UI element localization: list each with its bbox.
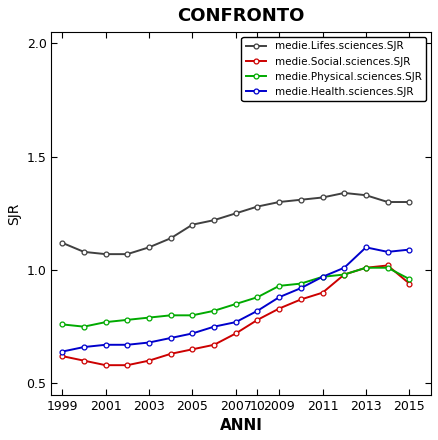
medie.Social.sciences.SJR [168, 351, 173, 356]
medie.Health.sciences.SJR [168, 335, 173, 341]
medie.Health.sciences.SJR [233, 319, 238, 325]
medie.Health.sciences.SJR [60, 349, 65, 354]
medie.Physical.sciences.SJR [298, 281, 304, 286]
medie.Lifes.sciences.SJR [298, 197, 304, 202]
Line: medie.Social.sciences.SJR: medie.Social.sciences.SJR [60, 263, 412, 367]
medie.Social.sciences.SJR [298, 297, 304, 302]
medie.Social.sciences.SJR [60, 353, 65, 359]
Title: CONFRONTO: CONFRONTO [177, 7, 305, 25]
medie.Lifes.sciences.SJR [146, 245, 152, 250]
medie.Social.sciences.SJR [190, 347, 195, 352]
Line: medie.Physical.sciences.SJR: medie.Physical.sciences.SJR [60, 265, 412, 329]
medie.Social.sciences.SJR [125, 363, 130, 368]
medie.Social.sciences.SJR [103, 363, 108, 368]
medie.Physical.sciences.SJR [146, 315, 152, 320]
Legend: medie.Lifes.sciences.SJR, medie.Social.sciences.SJR, medie.Physical.sciences.SJR: medie.Lifes.sciences.SJR, medie.Social.s… [241, 37, 426, 101]
medie.Physical.sciences.SJR [342, 272, 347, 277]
medie.Social.sciences.SJR [385, 263, 390, 268]
medie.Physical.sciences.SJR [168, 313, 173, 318]
Line: medie.Lifes.sciences.SJR: medie.Lifes.sciences.SJR [60, 191, 412, 257]
medie.Lifes.sciences.SJR [103, 252, 108, 257]
medie.Physical.sciences.SJR [385, 265, 390, 270]
medie.Lifes.sciences.SJR [212, 217, 217, 223]
Y-axis label: SJR: SJR [7, 202, 21, 224]
medie.Health.sciences.SJR [125, 342, 130, 348]
medie.Physical.sciences.SJR [407, 276, 412, 282]
medie.Social.sciences.SJR [342, 272, 347, 277]
medie.Physical.sciences.SJR [276, 283, 282, 289]
medie.Health.sciences.SJR [385, 249, 390, 254]
medie.Physical.sciences.SJR [255, 294, 260, 300]
medie.Social.sciences.SJR [81, 358, 87, 363]
medie.Health.sciences.SJR [190, 331, 195, 336]
X-axis label: ANNI: ANNI [220, 418, 263, 433]
medie.Lifes.sciences.SJR [342, 191, 347, 196]
medie.Social.sciences.SJR [320, 290, 325, 295]
medie.Physical.sciences.SJR [212, 308, 217, 313]
Line: medie.Health.sciences.SJR: medie.Health.sciences.SJR [60, 245, 412, 354]
medie.Health.sciences.SJR [364, 245, 369, 250]
medie.Physical.sciences.SJR [233, 301, 238, 307]
medie.Physical.sciences.SJR [190, 313, 195, 318]
medie.Social.sciences.SJR [407, 281, 412, 286]
medie.Health.sciences.SJR [81, 345, 87, 350]
medie.Social.sciences.SJR [233, 331, 238, 336]
medie.Lifes.sciences.SJR [168, 236, 173, 241]
medie.Health.sciences.SJR [407, 247, 412, 252]
medie.Health.sciences.SJR [342, 265, 347, 270]
medie.Lifes.sciences.SJR [81, 249, 87, 254]
medie.Health.sciences.SJR [298, 286, 304, 291]
medie.Lifes.sciences.SJR [407, 199, 412, 205]
medie.Lifes.sciences.SJR [276, 199, 282, 205]
medie.Health.sciences.SJR [146, 340, 152, 345]
medie.Lifes.sciences.SJR [364, 193, 369, 198]
medie.Lifes.sciences.SJR [255, 204, 260, 209]
medie.Health.sciences.SJR [103, 342, 108, 348]
medie.Lifes.sciences.SJR [60, 240, 65, 246]
medie.Physical.sciences.SJR [364, 265, 369, 270]
medie.Health.sciences.SJR [212, 324, 217, 329]
medie.Lifes.sciences.SJR [233, 211, 238, 216]
medie.Physical.sciences.SJR [320, 274, 325, 279]
medie.Health.sciences.SJR [320, 274, 325, 279]
medie.Lifes.sciences.SJR [125, 252, 130, 257]
medie.Physical.sciences.SJR [125, 317, 130, 323]
medie.Social.sciences.SJR [364, 265, 369, 270]
medie.Social.sciences.SJR [212, 342, 217, 348]
medie.Health.sciences.SJR [255, 308, 260, 313]
medie.Physical.sciences.SJR [81, 324, 87, 329]
medie.Physical.sciences.SJR [103, 319, 108, 325]
medie.Physical.sciences.SJR [60, 322, 65, 327]
medie.Lifes.sciences.SJR [385, 199, 390, 205]
medie.Health.sciences.SJR [276, 294, 282, 300]
medie.Lifes.sciences.SJR [320, 195, 325, 200]
medie.Social.sciences.SJR [255, 317, 260, 323]
medie.Social.sciences.SJR [146, 358, 152, 363]
medie.Lifes.sciences.SJR [190, 222, 195, 227]
medie.Social.sciences.SJR [276, 306, 282, 311]
